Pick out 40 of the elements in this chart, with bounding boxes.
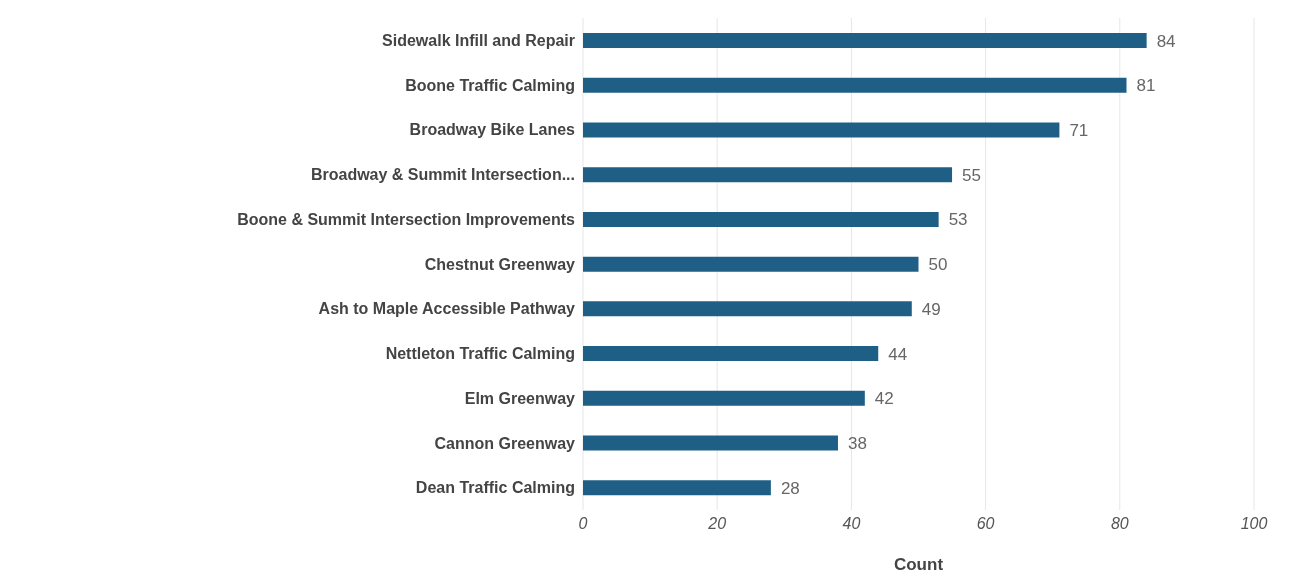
data-label: 49 xyxy=(921,299,941,319)
y-tick-label: Broadway & Summit Intersection... xyxy=(310,166,575,184)
y-tick-label: Sidewalk Infill and Repair xyxy=(382,32,575,50)
bar xyxy=(583,346,879,362)
x-tick-label: 80 xyxy=(1110,515,1129,533)
data-label: 55 xyxy=(962,165,981,185)
bar xyxy=(583,256,919,272)
y-tick-label: Elm Greenway xyxy=(464,389,576,407)
y-tick-label: Chestnut Greenway xyxy=(424,255,576,273)
data-label: 71 xyxy=(1069,120,1089,140)
data-label: 53 xyxy=(948,210,968,230)
y-tick-label: Ash to Maple Accessible Pathway xyxy=(318,300,576,318)
data-label: 38 xyxy=(847,434,867,454)
y-tick-label: Boone & Summit Intersection Improvements xyxy=(237,210,576,228)
bar xyxy=(583,480,771,496)
y-tick-label: Boone Traffic Calming xyxy=(405,76,575,94)
bar xyxy=(583,77,1127,93)
y-tick-label: Broadway Bike Lanes xyxy=(409,121,576,139)
bar xyxy=(583,211,939,227)
data-label: 50 xyxy=(928,255,948,275)
y-tick-label: Dean Traffic Calming xyxy=(415,479,575,497)
x-tick-label: 20 xyxy=(707,515,727,533)
data-label: 28 xyxy=(780,478,800,498)
data-label: 44 xyxy=(888,344,908,364)
data-label: 42 xyxy=(874,389,894,409)
x-tick-label: 40 xyxy=(842,515,861,533)
x-tick-label: 0 xyxy=(578,515,588,533)
y-tick-label: Cannon Greenway xyxy=(434,434,576,452)
data-label: 84 xyxy=(1156,31,1176,51)
bar xyxy=(583,435,838,451)
y-tick-label: Nettleton Traffic Calming xyxy=(385,345,575,363)
bar xyxy=(583,122,1060,138)
x-tick-label: 100 xyxy=(1240,515,1268,533)
x-axis-title: Count xyxy=(893,555,944,574)
data-label: 81 xyxy=(1136,76,1156,96)
x-tick-label: 60 xyxy=(976,515,995,533)
bar xyxy=(583,301,912,317)
bar xyxy=(583,167,953,183)
bar xyxy=(583,33,1147,48)
bar xyxy=(583,390,865,406)
